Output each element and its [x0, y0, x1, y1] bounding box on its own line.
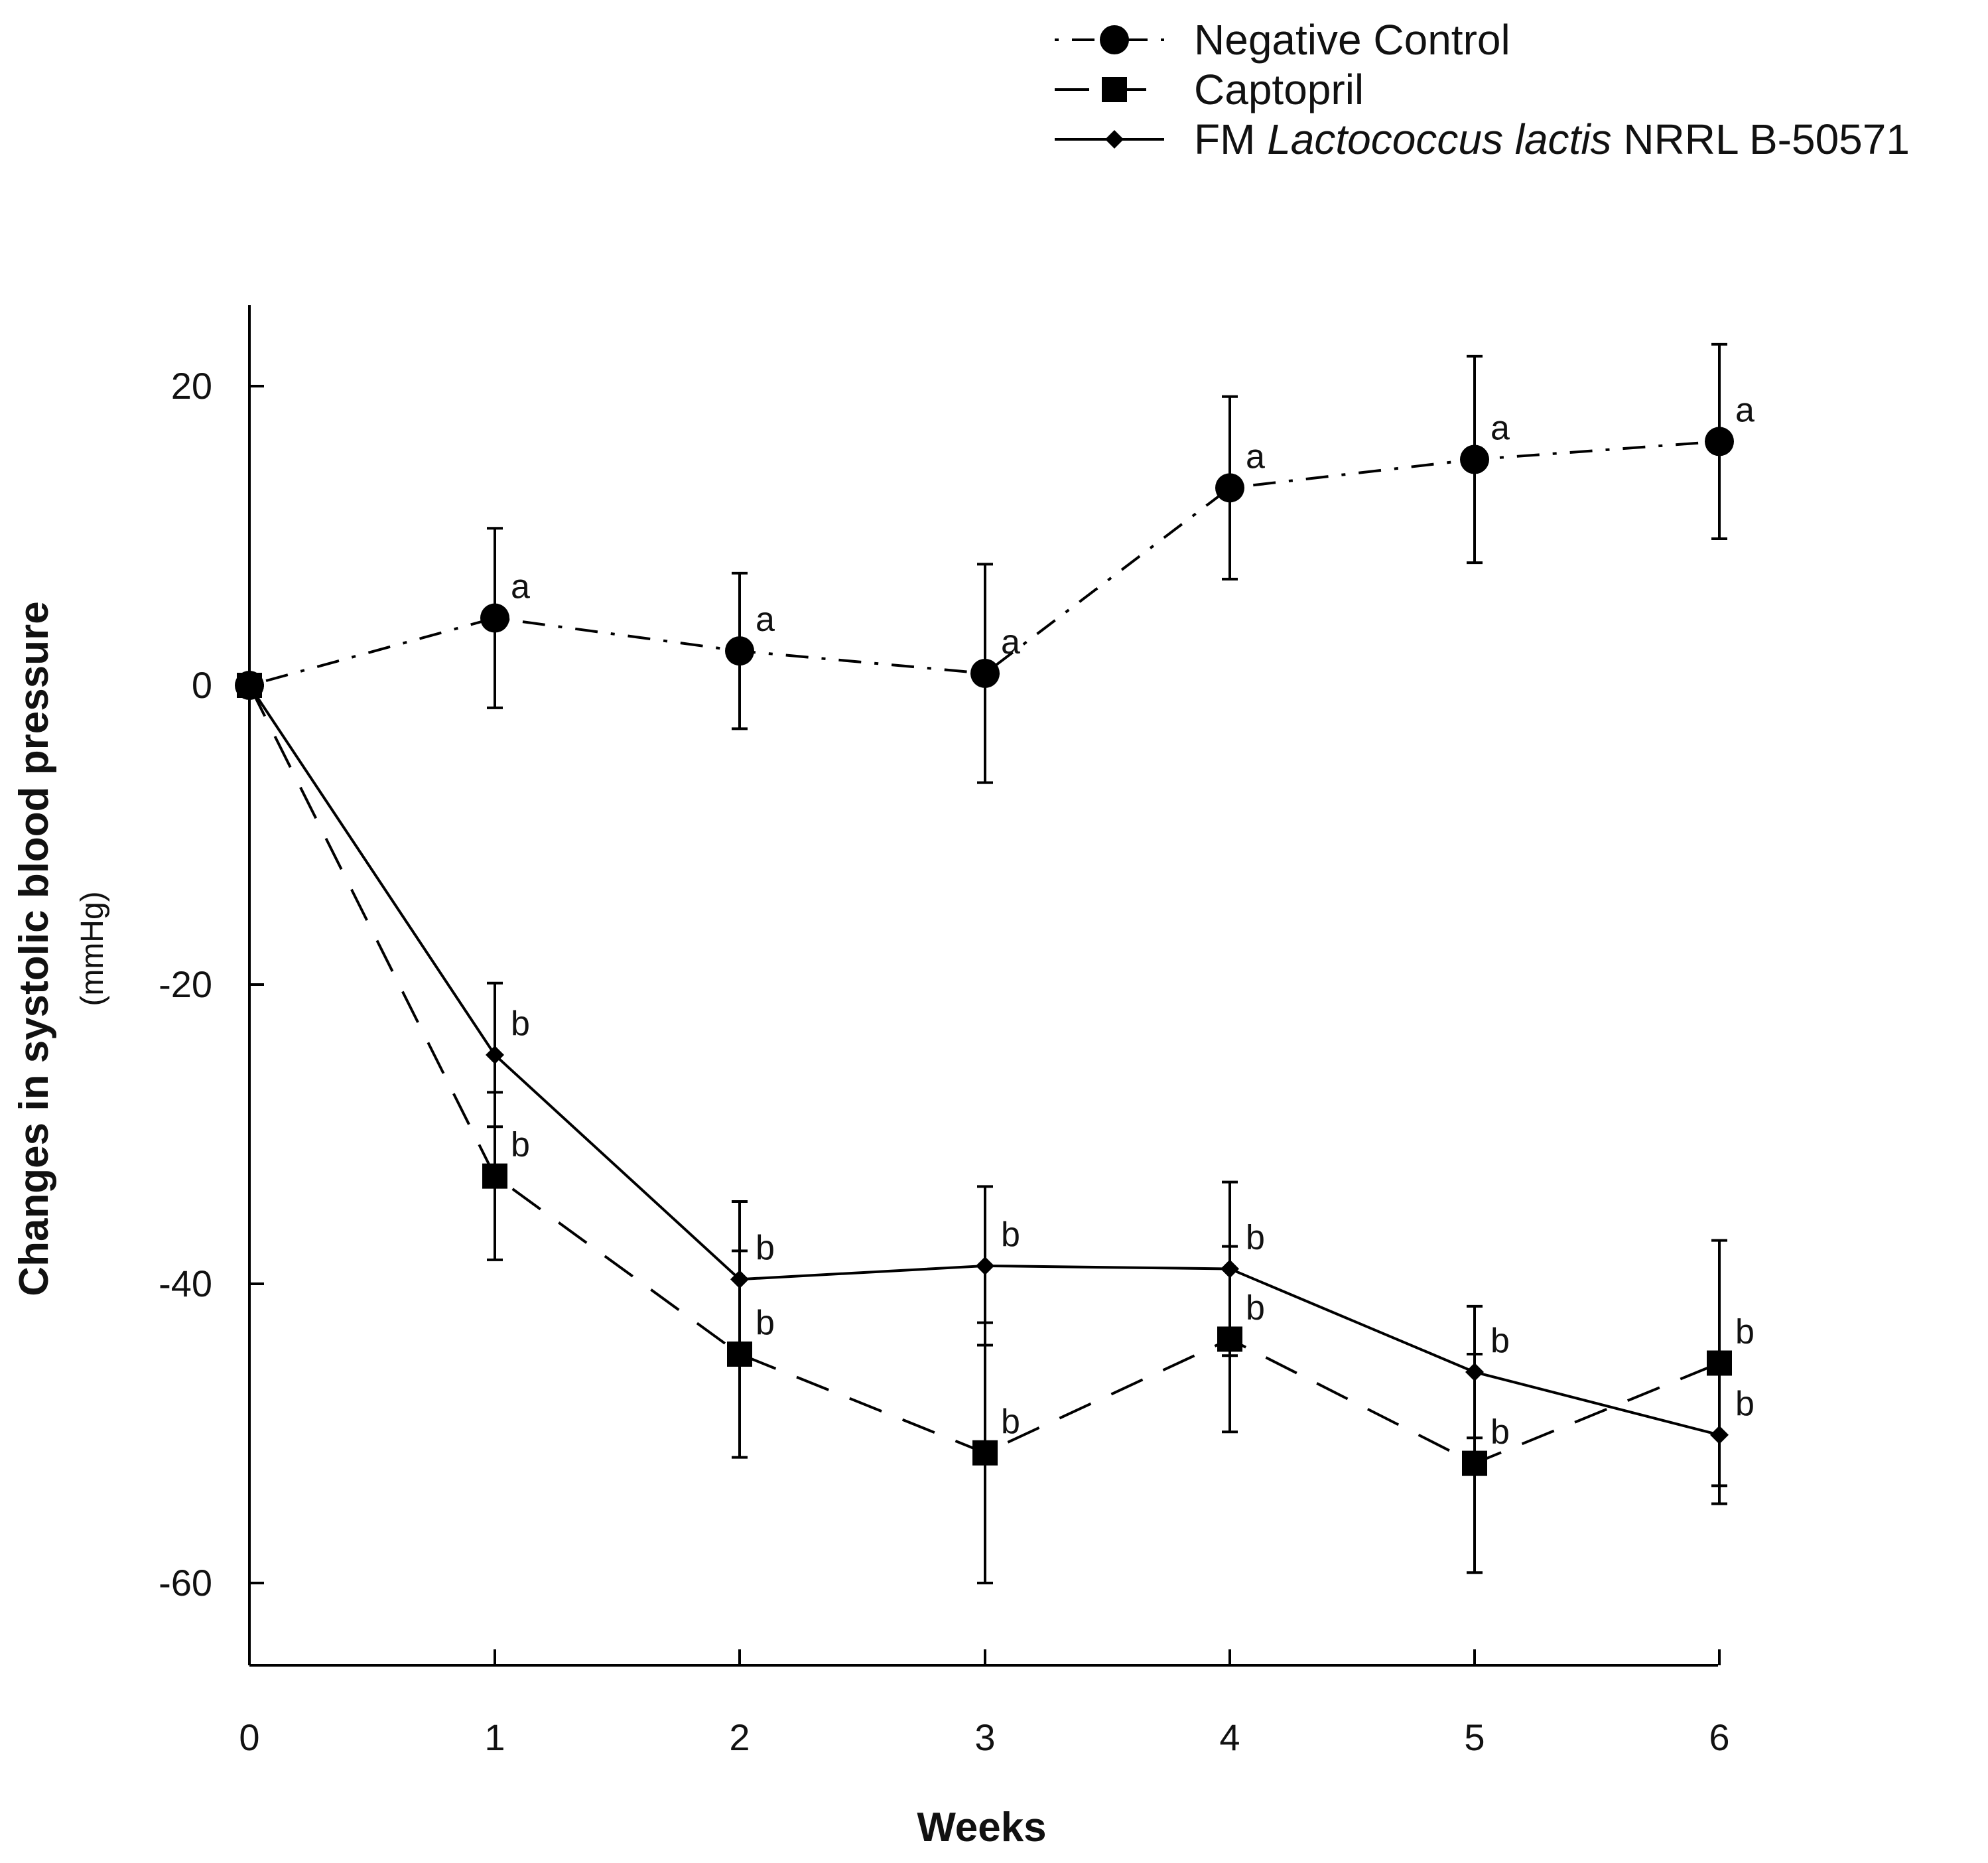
legend-marker [1105, 130, 1124, 149]
data-point [1465, 1363, 1484, 1382]
significance-label: b [756, 1229, 775, 1267]
y-tick-label: -60 [159, 1562, 212, 1604]
significance-label: b [1735, 1313, 1755, 1351]
y-axis-title: Changes in systolic blood pressure [11, 601, 57, 1296]
y-tick-label: 0 [192, 664, 212, 706]
significance-label: b [1001, 1215, 1020, 1254]
legend-label: Captopril [1194, 66, 1364, 113]
y-tick-label: -40 [159, 1263, 212, 1304]
significance-label: b [1001, 1403, 1020, 1441]
data-point [1215, 473, 1244, 503]
significance-label: a [1001, 623, 1020, 661]
data-point [970, 658, 1000, 688]
data-point [725, 636, 754, 666]
x-tick-label: 3 [974, 1716, 995, 1758]
x-tick-label: 1 [484, 1716, 505, 1758]
x-tick-label: 2 [729, 1716, 750, 1758]
y-tick-label: 20 [171, 365, 212, 407]
legend-label: Negative Control [1194, 16, 1510, 64]
significance-label: b [1491, 1322, 1510, 1360]
data-point [976, 1256, 994, 1275]
x-tick-label: 5 [1464, 1716, 1485, 1758]
x-tick-label: 4 [1219, 1716, 1240, 1758]
axes: 20 0 -20 -40 -60 0 1 2 3 4 5 6 [159, 305, 1730, 1758]
significance-label: b [1246, 1288, 1265, 1327]
series-circle: a a a a a a [235, 342, 1755, 784]
significance-label: b [1491, 1413, 1510, 1452]
legend-marker [1102, 77, 1127, 102]
data-point [730, 1270, 749, 1289]
significance-label: a [1735, 391, 1755, 429]
x-tick-label: 6 [1709, 1716, 1729, 1758]
x-tick-label: 0 [239, 1716, 259, 1758]
significance-label: a [1491, 409, 1510, 447]
x-axis-title: Weeks [917, 1805, 1046, 1850]
data-point [480, 603, 509, 633]
data-point [482, 1163, 507, 1189]
data-point [235, 671, 264, 700]
data-point [1221, 1259, 1239, 1278]
significance-label: b [511, 1004, 530, 1043]
data-point [486, 1045, 504, 1064]
data-point [1460, 445, 1489, 474]
significance-label: a [756, 600, 775, 639]
significance-label: b [1735, 1385, 1755, 1423]
legend-marker [1100, 25, 1129, 54]
significance-label: b [511, 1126, 530, 1164]
y-axis-unit: (mmHg) [75, 891, 110, 1006]
significance-label: b [1246, 1218, 1265, 1257]
legend-label: FM Lactococcus lactis NRRL B-50571 [1194, 115, 1910, 163]
significance-label: a [1246, 437, 1265, 476]
significance-label: b [756, 1304, 775, 1342]
data-point [972, 1440, 998, 1466]
significance-label: a [511, 568, 530, 606]
data-point [1705, 427, 1734, 456]
y-tick-label: -20 [159, 963, 212, 1005]
data-point [1710, 1425, 1729, 1444]
data-point [1462, 1450, 1487, 1476]
series-diamond: bb b bbb [240, 676, 1755, 1505]
